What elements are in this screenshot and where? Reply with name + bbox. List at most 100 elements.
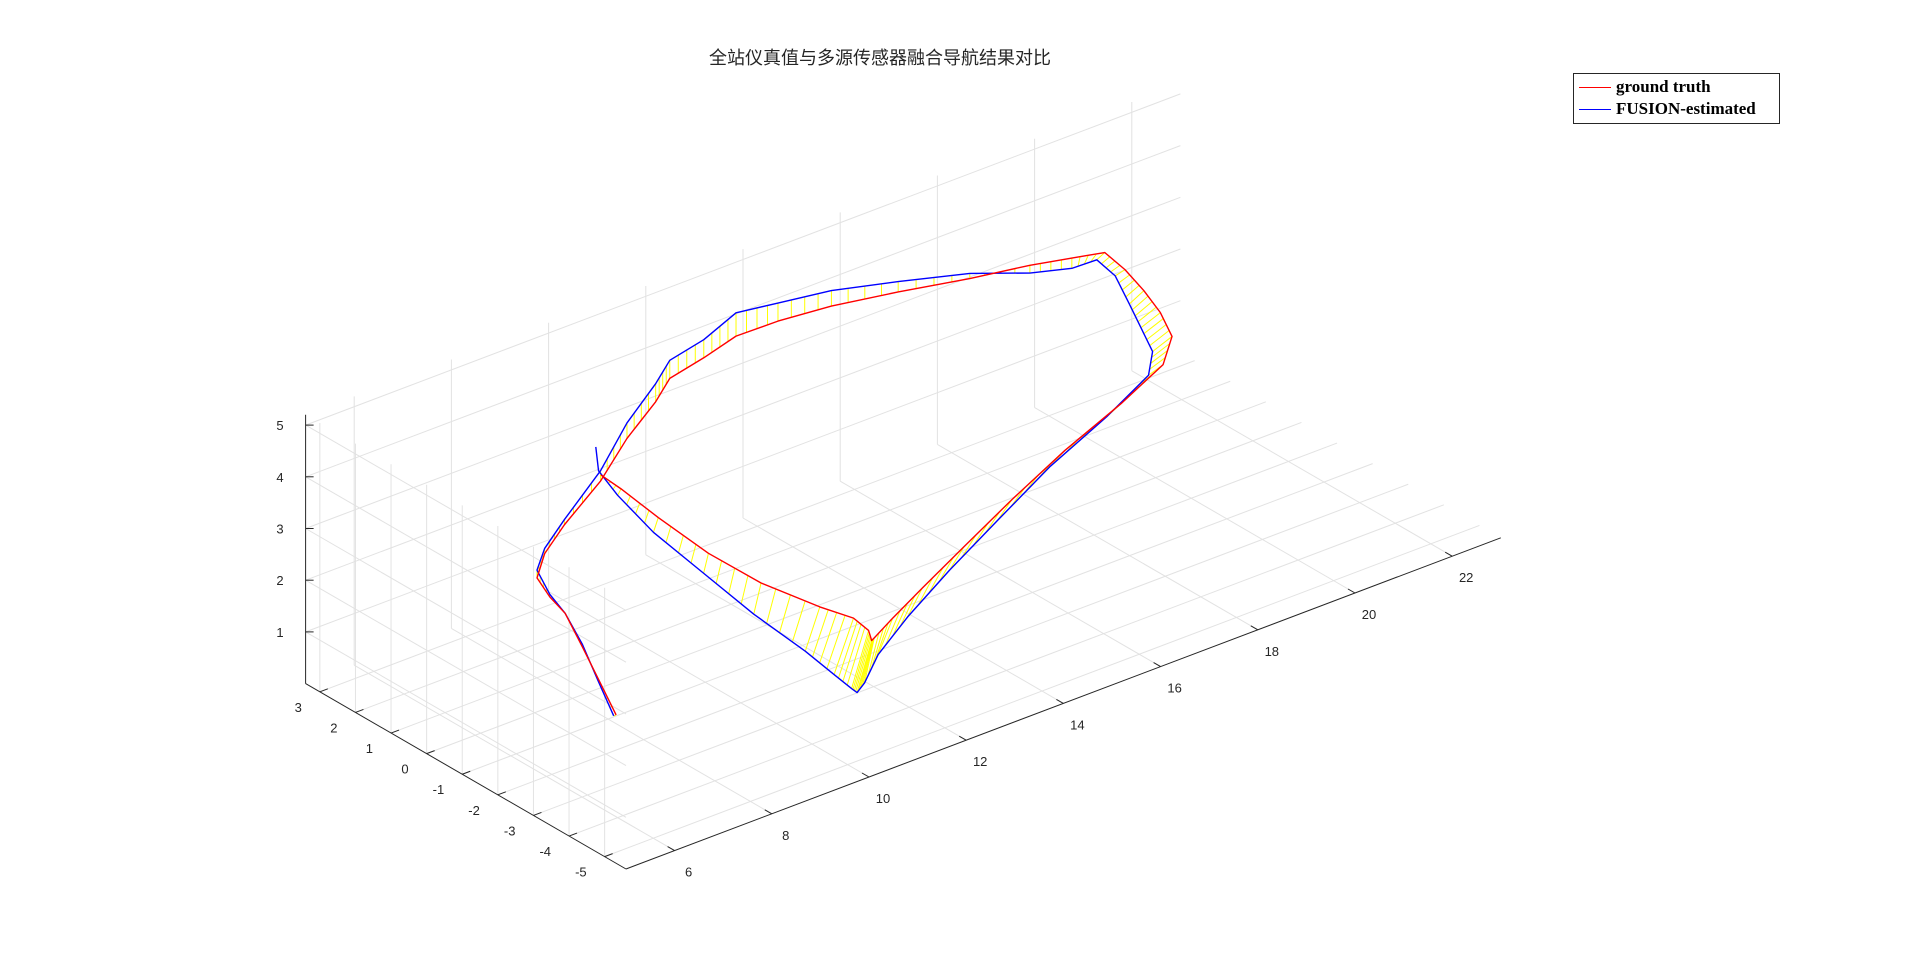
grid-line (305, 300, 1181, 633)
series-ground-truth-line (536, 251, 1173, 716)
x-tick (861, 772, 870, 778)
x-tick-label: 10 (876, 791, 890, 806)
error-connector (1143, 318, 1164, 335)
x-tick-label: 22 (1459, 570, 1473, 585)
z-tick-label: 4 (276, 470, 283, 485)
legend: ground truth FUSION-estimated (1573, 73, 1780, 124)
y-tick-label: -2 (468, 803, 480, 818)
grid-line (305, 528, 627, 715)
error-connector (860, 639, 874, 688)
error-connector (870, 627, 884, 669)
error-connector (877, 617, 894, 655)
error-connector (1121, 279, 1135, 291)
x-tick-label: 20 (1362, 607, 1376, 622)
y-tick-label: -5 (575, 865, 587, 880)
x-tick-label: 12 (973, 754, 987, 769)
error-connector (779, 594, 791, 633)
error-connector (1118, 274, 1130, 284)
error-connector (851, 630, 870, 689)
y-tick (533, 811, 542, 816)
grid-layer (305, 93, 1480, 858)
grid-line (305, 424, 627, 611)
x-tick-label: 16 (1167, 681, 1181, 696)
grid-line (1131, 370, 1453, 557)
grid-line (426, 421, 1302, 755)
error-connector (1146, 324, 1167, 341)
error-connectors (536, 252, 1173, 717)
z-tick-label: 3 (276, 522, 283, 537)
error-connector (1096, 252, 1106, 261)
z-tick-label: 1 (276, 625, 283, 640)
error-connector (928, 567, 944, 594)
error-connector (852, 632, 870, 690)
error-connector (811, 609, 829, 658)
grid-line (1034, 407, 1356, 594)
error-connector (1131, 295, 1149, 311)
error-connector (837, 621, 858, 679)
error-connector (899, 595, 916, 627)
x-tick (1153, 662, 1161, 668)
error-connector (1110, 264, 1121, 273)
y-tick-label: -4 (539, 844, 551, 859)
grid-line (305, 248, 1181, 581)
legend-item-ground-truth: ground truth (1574, 76, 1711, 98)
axes-layer (305, 414, 1501, 870)
x-tick-label: 8 (782, 828, 789, 843)
error-connector (652, 517, 659, 533)
grid-line (839, 480, 1161, 668)
error-connector (1105, 260, 1116, 269)
error-connector (853, 635, 871, 691)
error-connector (938, 556, 955, 583)
error-connector (1140, 312, 1161, 329)
y-tick-label: 1 (366, 741, 373, 756)
error-connector (864, 637, 875, 684)
chart-title: 全站仪真值与多源传感器融合导航结果对比 (709, 48, 1051, 69)
x-tick (667, 846, 675, 852)
error-connector (862, 638, 875, 686)
y-tick (497, 791, 507, 796)
grid-line (451, 627, 773, 815)
y-tick-label: -1 (433, 782, 445, 797)
legend-swatch-fusion-estimated (1579, 108, 1611, 110)
error-connector (1077, 256, 1081, 267)
grid-line (305, 476, 627, 663)
error-connector (1134, 301, 1153, 317)
x-tick (1347, 588, 1356, 594)
grid-line (305, 631, 627, 818)
error-connector (985, 510, 1001, 534)
error-connector (819, 612, 838, 664)
error-connector (617, 488, 622, 496)
error-connector (858, 639, 873, 691)
error-connector (1149, 357, 1166, 370)
error-connector (892, 602, 908, 636)
error-connector (715, 560, 723, 584)
error-connector (846, 627, 866, 686)
y-tick (462, 770, 471, 775)
error-connector (961, 534, 977, 559)
series-fusion-estimated-line (536, 259, 1154, 717)
grid-line (742, 517, 1064, 704)
grid-line (355, 380, 1231, 713)
grid-line (305, 196, 1181, 529)
x-tick (1250, 625, 1259, 631)
error-connector (917, 577, 934, 606)
grid-line (353, 664, 675, 852)
error-connector (1101, 256, 1111, 265)
y-axis-line (305, 683, 627, 870)
error-connector (804, 606, 821, 652)
x-tick-label: 6 (685, 865, 692, 880)
y-tick (319, 688, 329, 693)
error-connector (740, 575, 749, 605)
series-layer (536, 251, 1173, 717)
error-connector (973, 522, 989, 546)
error-connector (907, 587, 923, 618)
error-connector (644, 510, 650, 524)
error-connector (1090, 253, 1097, 263)
x-tick (1056, 698, 1064, 704)
error-connector (833, 617, 854, 675)
y-tick-label: 3 (295, 700, 302, 715)
error-connector (867, 632, 880, 676)
grid-line (497, 463, 1373, 796)
